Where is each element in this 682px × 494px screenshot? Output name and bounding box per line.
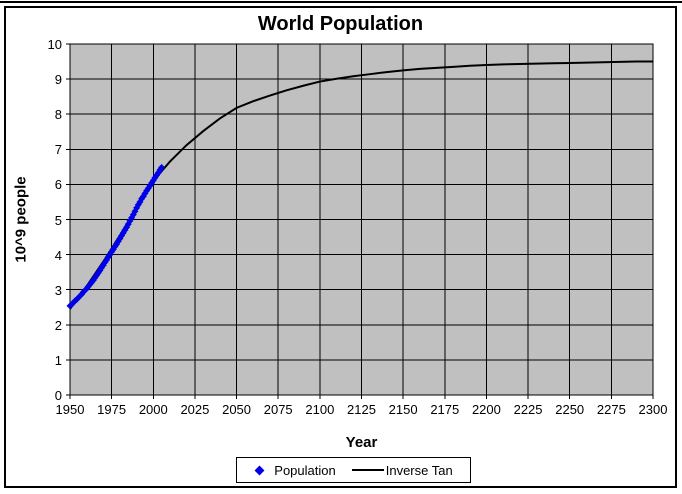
y-axis-title-label: 10^9 people [12, 176, 30, 263]
chart-title: World Population [257, 13, 424, 35]
y-tick-label: 6 [54, 177, 62, 193]
x-tick-label: 2200 [471, 402, 501, 417]
y-tick-label: 4 [54, 247, 62, 263]
y-tick-label: 2 [54, 317, 62, 333]
chart-frame: World Population 0 1 2 3 4 5 6 7 8 9 10 1950 1975 20… [4, 6, 677, 488]
y-tick-label: 8 [54, 107, 62, 123]
x-tick-label: 2150 [388, 402, 418, 417]
x-tick-label: 2125 [347, 402, 376, 417]
x-tick-label: 2300 [638, 402, 668, 417]
x-tick-label: 2075 [263, 402, 293, 417]
legend-label-population: Population [274, 462, 336, 478]
legend-label-inverse-tan: Inverse Tan [385, 462, 453, 478]
y-tick-label: 10 [47, 37, 62, 52]
x-tick-label: 2175 [430, 402, 460, 417]
y-tick-label: 5 [54, 212, 62, 228]
x-tick-label: 1975 [97, 402, 127, 417]
inverse-tan-line-icon [351, 469, 384, 471]
x-tick-label: 2000 [138, 402, 168, 417]
x-axis-title: Year [345, 434, 378, 451]
population-diamond-icon [254, 465, 265, 475]
y-tick-label: 1 [54, 352, 62, 368]
window-top-edge [0, 1, 682, 3]
x-tick-label: 2100 [305, 402, 335, 417]
x-tick-label: 2275 [596, 402, 626, 417]
x-tick-label: 2250 [555, 402, 585, 417]
y-tick-label: 7 [54, 142, 62, 158]
plot-area [66, 43, 654, 399]
x-tick-label: 1950 [55, 402, 85, 417]
x-tick-label: 2050 [222, 402, 252, 417]
x-tick-label: 2025 [180, 402, 210, 417]
y-axis-title: 10^9 people [8, 44, 34, 395]
x-tick-label: 2225 [513, 402, 543, 417]
legend: Population Inverse Tan [236, 457, 471, 483]
y-tick-label: 0 [54, 388, 62, 403]
y-tick-label: 3 [54, 282, 62, 298]
y-tick-label: 9 [54, 72, 62, 88]
